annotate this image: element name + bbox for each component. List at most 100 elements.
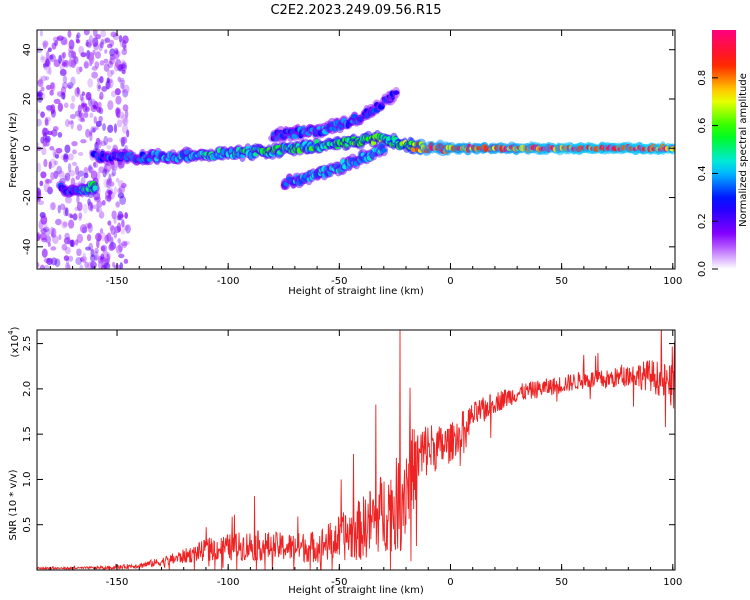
spectrogram-noise-blob xyxy=(74,239,79,246)
spectrogram-noise-blob xyxy=(78,212,83,219)
spectrogram-noise-blob xyxy=(43,265,50,269)
spectrogram-noise-blob xyxy=(122,84,130,94)
snr-frame xyxy=(36,329,676,571)
spectrogram-noise-blob xyxy=(45,178,53,184)
spectrogram-noise-blob xyxy=(47,186,53,195)
spectrogram-noise-blob xyxy=(45,138,50,147)
spectrogram-noise-blob xyxy=(102,123,106,131)
spectrogram-noise-blob xyxy=(59,68,67,77)
spectrogram-noise-blob xyxy=(117,210,124,221)
spectrogram-noise-blob xyxy=(68,255,74,262)
spectrogram-noise-blob xyxy=(46,105,53,112)
spectrogram-noise-blob xyxy=(120,228,125,235)
spectrogram-noise-blob xyxy=(78,151,84,156)
spectrogram-noise-blob xyxy=(91,204,98,209)
spectrogram-x-axis-label: Height of straight line (km) xyxy=(288,286,424,297)
spectrogram-noise-blob xyxy=(106,194,112,203)
colorbar-ticks: 0.0 0.2 0.4 0.6 0.8 xyxy=(697,70,718,277)
spectrogram-noise-blob xyxy=(119,79,126,85)
spectrogram-noise-blob xyxy=(99,228,104,234)
spectrogram-noise-blob xyxy=(95,171,101,180)
spectrogram-noise-blob xyxy=(104,195,112,202)
spectrogram-noise-blob xyxy=(37,79,43,85)
spectrogram-noise-blob xyxy=(110,69,115,75)
spectrogram-noise-blob xyxy=(70,76,76,86)
spectrogram-noise-blob xyxy=(76,86,80,95)
snr-x-tick-label: 0 xyxy=(447,577,453,588)
spectrogram-noise-blob xyxy=(106,252,111,260)
spectrogram-feature-left-low-blob xyxy=(55,180,100,198)
snr-exponent-close: ) xyxy=(10,326,21,330)
spectrogram-noise-blob xyxy=(64,119,70,127)
spectrogram-noise-blob xyxy=(37,109,41,114)
spectrogram-noise-blob xyxy=(113,47,119,55)
spectrogram-noise-blob xyxy=(115,112,120,118)
spectrogram-noise-blob xyxy=(114,58,122,69)
spectrogram-noise-blob xyxy=(40,54,45,63)
spectrogram-noise-blob xyxy=(67,120,74,125)
spectrogram-noise-blob xyxy=(40,215,48,225)
spectrogram-noise-blob xyxy=(118,253,125,259)
colorbar-tick-label: 0.8 xyxy=(697,70,708,86)
spectrogram-noise-blob xyxy=(65,257,70,267)
spectrogram-noise-blob xyxy=(70,177,76,186)
spectrogram-noise-blob xyxy=(88,164,93,174)
snr-exponent-base: (x10 xyxy=(10,335,21,358)
spectrogram-noise-blob xyxy=(104,163,112,173)
spectrogram-noise-blob xyxy=(39,180,44,187)
spectrogram-noise-blob xyxy=(92,37,99,48)
spectrogram-noise-blob xyxy=(122,89,129,98)
colorbar-tick-label: 0.2 xyxy=(697,213,708,229)
spectrogram-noise-blob xyxy=(44,178,50,184)
spectrogram-noise-blob xyxy=(83,111,89,119)
spectrogram-noise-blob xyxy=(65,196,72,204)
spectrogram-noise-blob xyxy=(90,248,95,258)
spectrogram-noise-blob xyxy=(82,252,87,261)
spectrogram-noise-blob xyxy=(79,66,83,73)
colorbar-tick-label: 0.6 xyxy=(697,118,708,134)
spectrogram-noise-blob xyxy=(93,254,98,262)
spectrogram-noise-blob xyxy=(80,256,88,263)
spectrogram-noise-blob xyxy=(70,119,74,130)
spectrogram-noise-blob xyxy=(45,50,50,61)
spectrogram-noise-blob xyxy=(62,39,68,45)
spectrogram-noise-blob xyxy=(106,253,110,264)
spectrogram-y-tick-label: 20 xyxy=(22,93,33,106)
spectrogram-noise-blob xyxy=(116,222,122,233)
spectrogram-noise-blob xyxy=(104,168,110,175)
spectrogram-noise-blob xyxy=(46,116,52,122)
spectrogram-noise-blob xyxy=(37,142,40,147)
spectrogram-noise-blob xyxy=(118,111,125,119)
spectrogram-noise-blob xyxy=(83,30,90,36)
spectrogram-noise-blob xyxy=(95,120,102,127)
spectrogram-noise-blob xyxy=(57,132,63,138)
spectrogram-noise-blob xyxy=(50,109,56,118)
spectrogram-noise-blob xyxy=(56,91,64,97)
spectrogram-noise-blob xyxy=(44,117,49,126)
spectrogram-noise-blob xyxy=(79,224,87,234)
snr-y-tick-label: 2.0 xyxy=(22,381,33,397)
spectrogram-noise-blob xyxy=(87,222,93,233)
spectrogram-y-tick-label: 40 xyxy=(22,43,33,56)
spectrogram-noise-blob xyxy=(72,149,77,155)
spectrogram-noise-blob xyxy=(96,207,100,213)
spectrogram-noise-blob xyxy=(107,137,113,143)
spectrogram-noise-blob xyxy=(53,98,61,104)
spectrogram-noise-blob xyxy=(66,264,71,269)
spectrogram-noise-blob xyxy=(108,243,115,252)
spectrogram-noise-blob xyxy=(119,262,124,269)
spectrogram-noise-blob xyxy=(106,77,110,84)
spectrogram-noise-blob xyxy=(114,88,121,96)
spectrogram-noise-blob xyxy=(98,115,103,123)
spectrogram-noise-blob xyxy=(107,190,113,195)
spectrogram-noise-blob xyxy=(73,56,79,65)
spectrogram-noise-blob xyxy=(100,30,107,38)
spectrogram-noise-blob xyxy=(67,162,72,173)
spectrogram-noise-blob xyxy=(61,81,68,89)
spectrogram-noise-blob xyxy=(110,31,117,38)
spectrogram-noise-blob xyxy=(102,38,108,45)
spectrogram-noise-blob xyxy=(93,30,98,37)
spectrogram-noise-blob xyxy=(42,131,47,141)
spectrogram-noise-blob xyxy=(37,93,43,103)
spectrogram-noise-blob xyxy=(113,217,117,224)
